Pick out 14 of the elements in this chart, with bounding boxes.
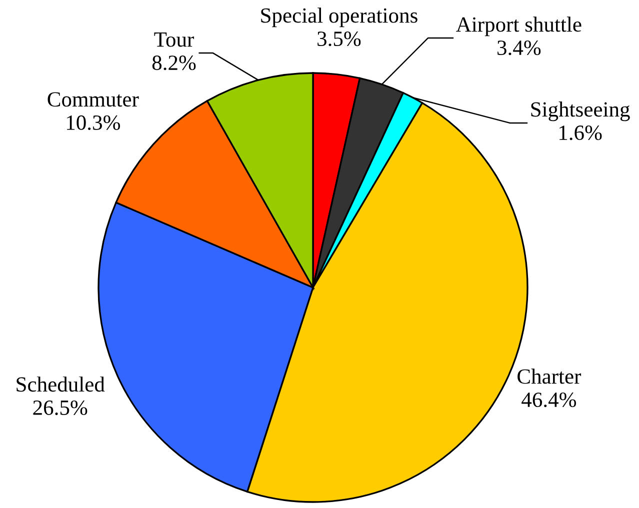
data-label: 3.4% <box>498 40 541 56</box>
slice-label: Commuter <box>48 92 139 107</box>
slice-label: Tour <box>154 32 194 47</box>
data-label: 8.2% <box>152 56 196 70</box>
slice-label: Special operations <box>261 8 418 28</box>
slice-label: Sightseeing <box>531 102 630 122</box>
slice-label: Scheduled <box>16 376 105 392</box>
data-label: 3.5% <box>318 32 361 46</box>
data-label: 10.3% <box>67 115 120 130</box>
slice-label: Charter <box>518 368 582 384</box>
data-label: 1.6% <box>560 126 602 140</box>
data-label: 46.4% <box>522 392 576 408</box>
slice-label: Airport shuttle <box>456 16 582 36</box>
data-label: 26.5% <box>33 400 88 416</box>
